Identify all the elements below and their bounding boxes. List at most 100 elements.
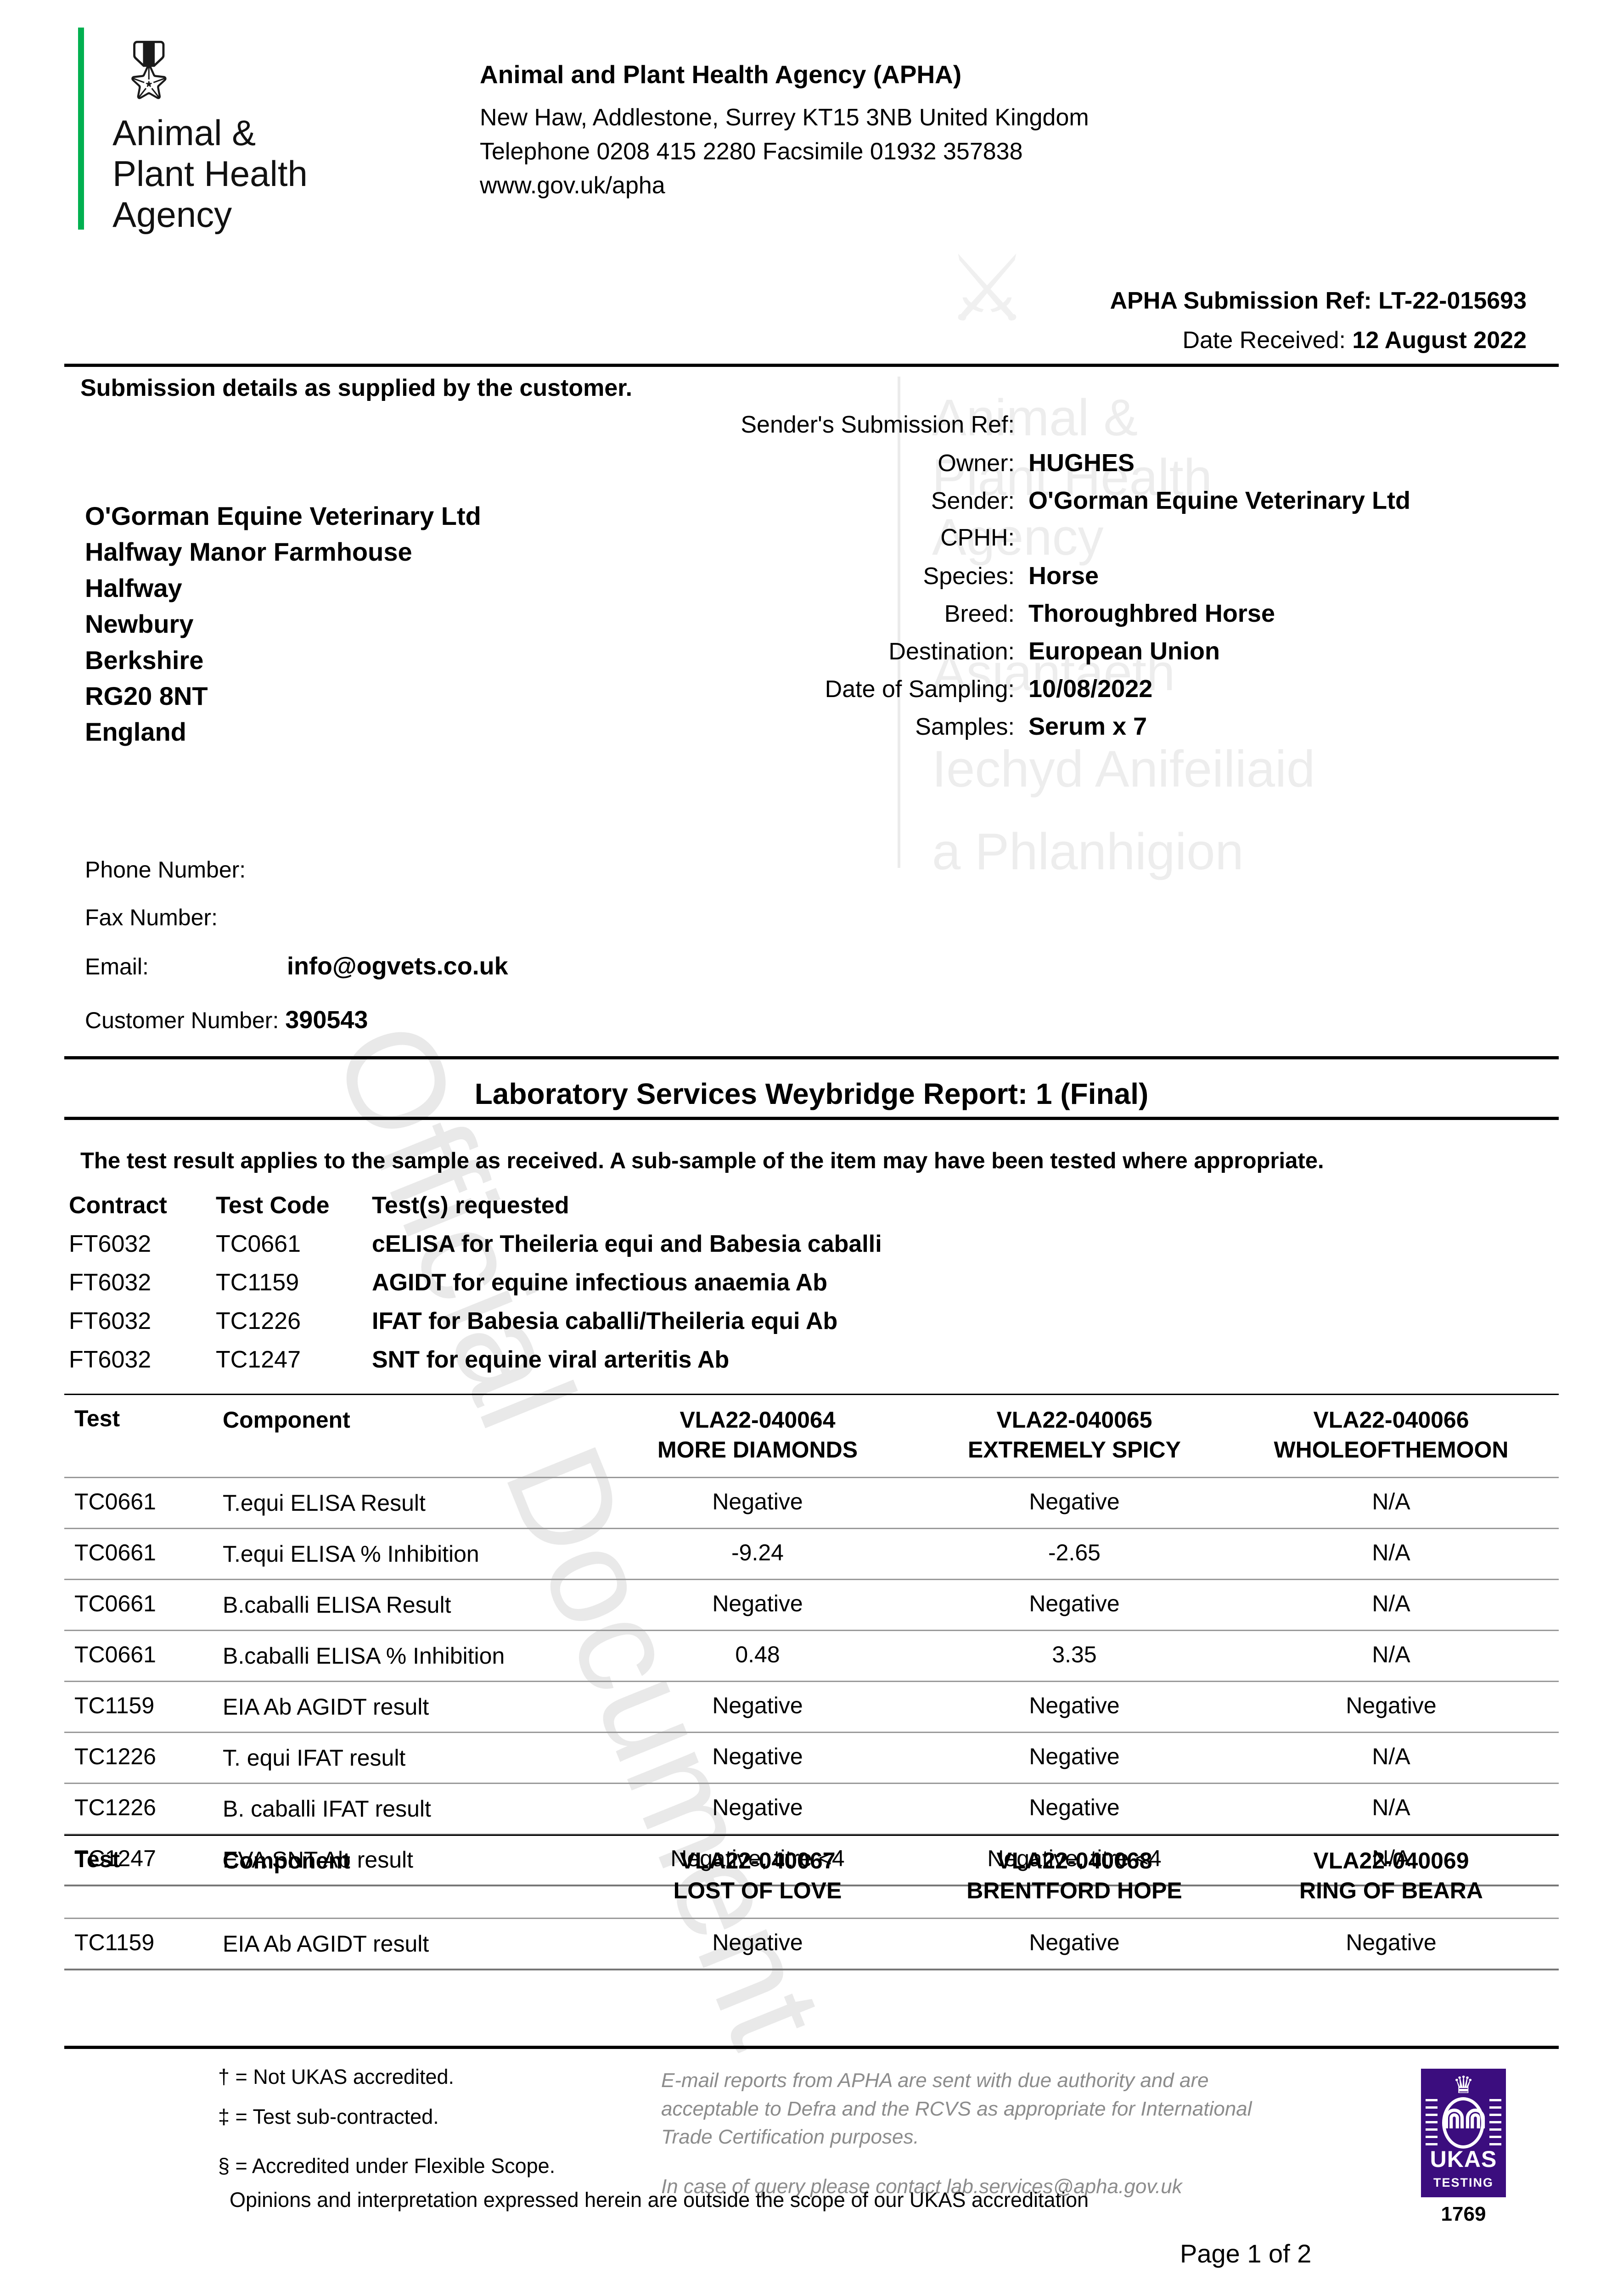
cell-contract: FT6032 xyxy=(69,1269,152,1296)
cell-contract: FT6032 xyxy=(69,1308,152,1334)
table-rule xyxy=(64,1579,1559,1580)
cell-result: Negative xyxy=(712,1591,803,1616)
logo-line-3: Agency xyxy=(112,194,232,235)
cell-result: Negative xyxy=(1029,1693,1120,1718)
cell-result: Negative xyxy=(712,1930,803,1955)
field-label: Owner: xyxy=(938,450,1015,477)
cell-test-code: TC0661 xyxy=(216,1231,301,1257)
contact-fax-row: Fax Number: xyxy=(85,904,728,931)
field-label: Species: xyxy=(923,563,1015,590)
legend-flexible-scope: § = Accredited under Flexible Scope. xyxy=(218,2154,556,2178)
cell-component: EIA Ab AGIDT result xyxy=(223,1694,429,1720)
sample-id: VLA22-040066 xyxy=(1313,1407,1469,1433)
table-row: TC0661 B.caballi ELISA Result Negative N… xyxy=(64,1580,1559,1630)
ukas-accreditation-mark: ♛ ⋒⋒ UKAS TESTING 1769 xyxy=(1421,2069,1506,2226)
cell-result: N/A xyxy=(1372,1540,1410,1565)
table-rule xyxy=(64,1885,1559,1886)
table-rule xyxy=(64,1394,1559,1395)
address-line: RG20 8NT xyxy=(85,681,208,710)
cell-component: T.equi ELISA % Inhibition xyxy=(223,1541,479,1567)
address-line: England xyxy=(85,717,186,747)
organisation-website: www.gov.uk/apha xyxy=(480,172,665,199)
sample-name: EXTREMELY SPICY xyxy=(967,1437,1181,1463)
cell-test-code: TC1226 xyxy=(216,1308,301,1334)
cell-result: Negative xyxy=(1029,1744,1120,1769)
table-rule xyxy=(64,1835,1559,1836)
royal-crest-icon: 🎖 xyxy=(112,38,185,102)
footer-opinion-note: Opinions and interpretation expressed he… xyxy=(230,2188,1089,2212)
submission-ref-block: APHA Submission Ref: LT-22-015693 Date R… xyxy=(608,287,1527,366)
cell-test-name: cELISA for Theileria equi and Babesia ca… xyxy=(372,1231,882,1257)
field-label: Breed: xyxy=(944,601,1015,627)
cell-component: B.caballi ELISA % Inhibition xyxy=(223,1643,505,1669)
table-rule xyxy=(64,1630,1559,1631)
address-line: Halfway Manor Farmhouse xyxy=(85,537,412,567)
cell-result: Negative xyxy=(1029,1930,1120,1955)
table-row: TC0661 B.caballi ELISA % Inhibition 0.48… xyxy=(64,1631,1559,1681)
cell-test-name: SNT for equine viral arteritis Ab xyxy=(372,1346,730,1373)
report-title: Laboratory Services Weybridge Report: 1 … xyxy=(474,1077,1149,1110)
cell-result: Negative, titre <4 xyxy=(987,1846,1162,1871)
address-line: Halfway xyxy=(85,573,182,602)
field-samples: Samples: Serum x 7 xyxy=(735,712,1561,745)
cell-contract: FT6032 xyxy=(69,1231,152,1257)
cell-test: TC1159 xyxy=(74,1693,155,1718)
cell-result: N/A xyxy=(1372,1489,1410,1514)
table-rule xyxy=(64,1528,1559,1529)
logo-line-2: Plant Health xyxy=(112,153,308,194)
field-date-of-sampling: Date of Sampling: 10/08/2022 xyxy=(735,675,1561,708)
cell-test: TC0661 xyxy=(74,1642,156,1667)
cell-test-code: TC1159 xyxy=(216,1269,299,1296)
address-line: Newbury xyxy=(85,609,194,639)
footer-note-email: E-mail reports from APHA are sent with d… xyxy=(661,2069,1252,2149)
contact-value: info@ogvets.co.uk xyxy=(287,952,508,980)
customer-number-label: Customer Number: xyxy=(85,1007,279,1033)
table-rule xyxy=(64,1732,1559,1733)
field-sender: Sender: O'Gorman Equine Veterinary Ltd xyxy=(735,486,1561,519)
ukas-oval-icon xyxy=(1442,2097,1484,2149)
cell-result: Negative xyxy=(712,1795,803,1820)
applies-note: The test result applies to the sample as… xyxy=(80,1148,1324,1173)
address-line: Berkshire xyxy=(85,645,204,675)
ukas-logo-box: ♛ ⋒⋒ UKAS TESTING xyxy=(1421,2069,1506,2197)
cell-component: B.caballi ELISA Result xyxy=(223,1592,451,1618)
cell-component: T.equi ELISA Result xyxy=(223,1490,426,1516)
header-contract: Contract xyxy=(69,1192,167,1219)
contact-label: Fax Number: xyxy=(85,905,218,930)
cell-result: N/A xyxy=(1372,1642,1410,1667)
cell-test: TC1247 xyxy=(74,1846,156,1871)
ukas-subtitle: TESTING xyxy=(1433,2176,1494,2189)
organisation-title: Animal and Plant Health Agency (APHA) xyxy=(480,60,962,89)
cell-result: N/A xyxy=(1372,1846,1410,1871)
requested-test-row: FT6032 TC1247 SNT for equine viral arter… xyxy=(69,1346,1171,1384)
table-rule xyxy=(64,1918,1559,1919)
cell-component: T. equi IFAT result xyxy=(223,1745,406,1771)
page-number: Page 1 of 2 xyxy=(1180,2239,1312,2268)
cell-test-code: TC1247 xyxy=(216,1346,301,1373)
sample-id: VLA22-040068 xyxy=(996,1848,1152,1874)
ukas-number: 1769 xyxy=(1441,2203,1486,2225)
sample-id: VLA22-040067 xyxy=(680,1848,836,1874)
sample-name: BRENTFORD HOPE xyxy=(966,1878,1182,1903)
organisation-block: Animal and Plant Health Agency (APHA) Ne… xyxy=(480,60,1089,203)
field-label: Destination: xyxy=(888,638,1015,665)
table-row: TC1159 EIA Ab AGIDT result Negative Nega… xyxy=(64,1919,1559,1969)
cell-test: TC1226 xyxy=(74,1744,156,1769)
cell-result: Negative xyxy=(1029,1795,1120,1820)
field-value: European Union xyxy=(1028,637,1220,665)
cell-component: EIA Ab AGIDT result xyxy=(223,1931,429,1957)
report-title-rule-top xyxy=(64,1056,1559,1059)
cell-test: TC0661 xyxy=(74,1540,156,1565)
field-label: Date of Sampling: xyxy=(825,676,1015,703)
sample-name: LOST OF LOVE xyxy=(673,1878,842,1903)
cell-result: 0.48 xyxy=(735,1642,780,1667)
field-cphh: CPHH: xyxy=(735,524,1561,557)
sample-id: VLA22-040064 xyxy=(680,1407,836,1433)
header-sample-3: VLA22-040066 WHOLEOFTHEMOON xyxy=(1233,1405,1550,1465)
table-row: TC1226 T. equi IFAT result Negative Nega… xyxy=(64,1733,1559,1783)
page-header: 🎖 Animal & Plant Health Agency Animal an… xyxy=(0,0,1623,276)
cell-result: Negative xyxy=(712,1744,803,1769)
date-received-label: Date Received: xyxy=(1182,327,1346,354)
header-tests-requested: Test(s) requested xyxy=(372,1192,569,1219)
